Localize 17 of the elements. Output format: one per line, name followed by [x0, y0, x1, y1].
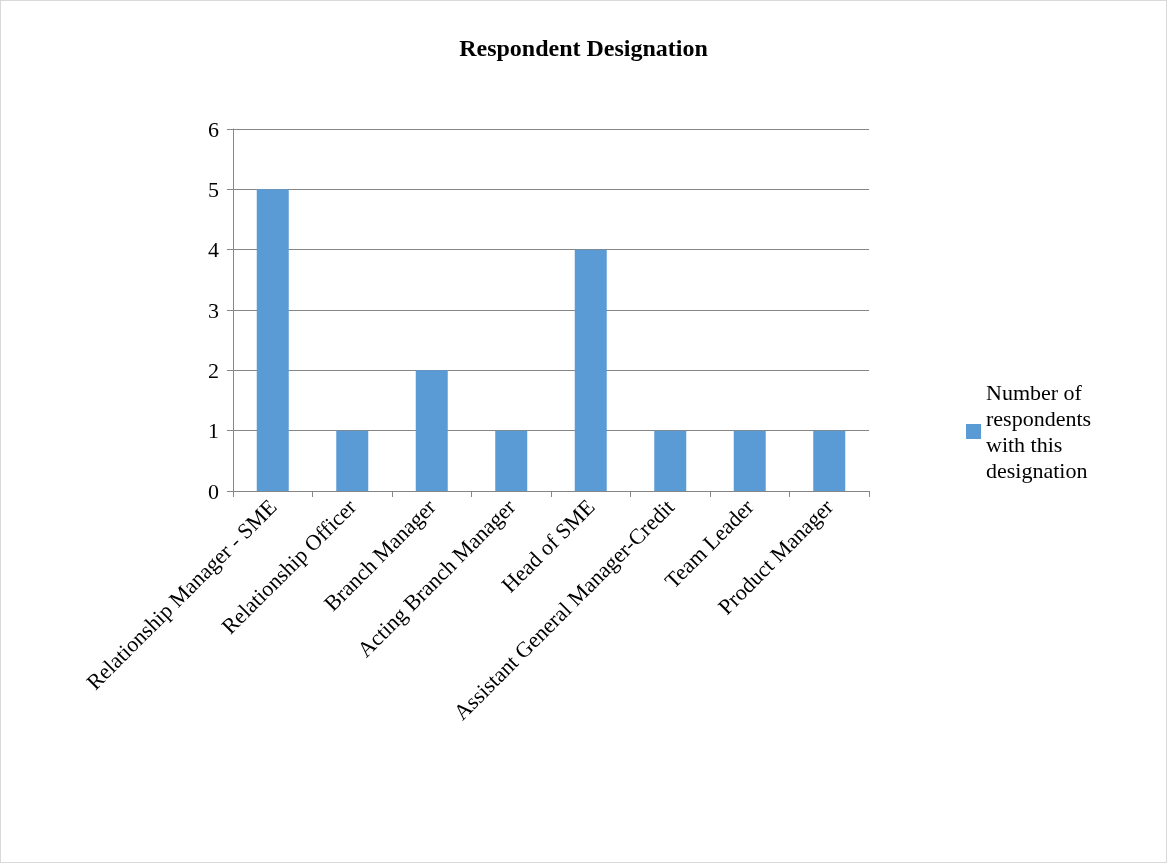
bar [733, 430, 766, 491]
bar [813, 430, 846, 491]
y-tick-label: 2 [208, 357, 219, 383]
y-tick-label: 5 [208, 176, 219, 202]
y-tick-label: 1 [208, 418, 219, 444]
bar [495, 430, 528, 491]
y-tick-label: 3 [208, 297, 219, 323]
bar [336, 430, 369, 491]
legend-label: Number of respondents with this designation [986, 380, 1097, 483]
bar [574, 249, 607, 491]
bar [654, 430, 687, 491]
y-tick-label: 0 [208, 478, 219, 504]
bar [256, 189, 289, 491]
chart-title: Respondent Designation [459, 35, 708, 61]
bar [415, 370, 448, 491]
y-tick-label: 6 [208, 116, 219, 142]
y-tick-label: 4 [208, 237, 219, 263]
